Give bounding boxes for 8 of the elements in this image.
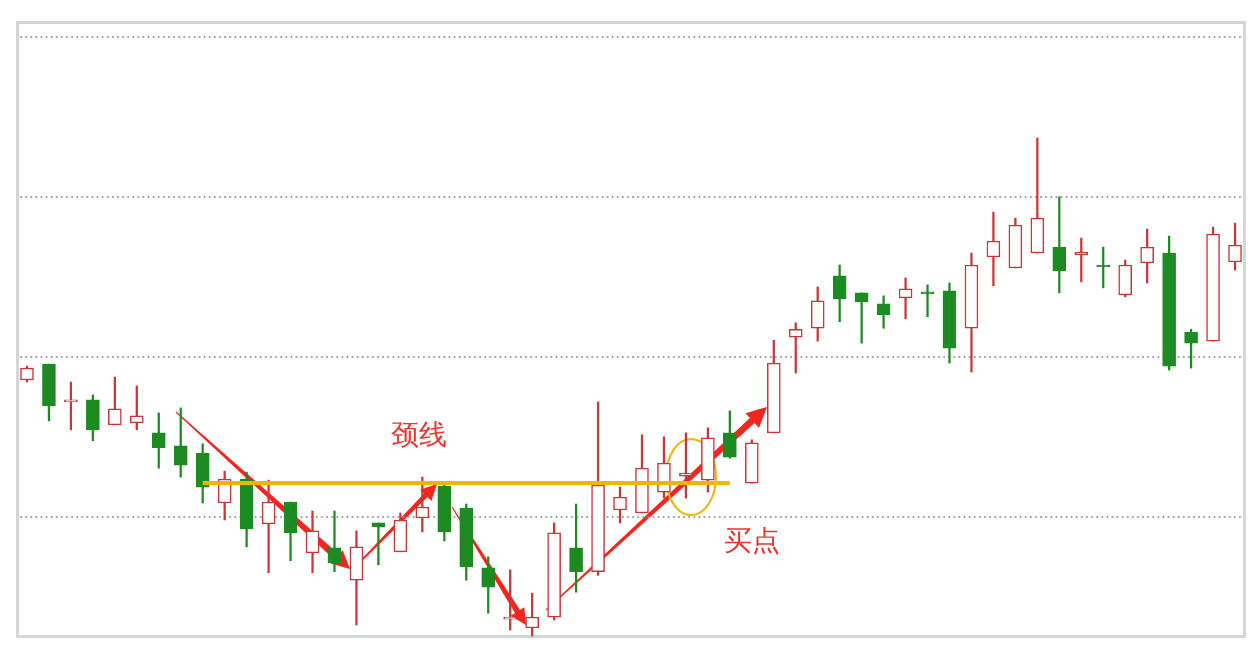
series-label: 颈线 bbox=[390, 418, 447, 452]
candlestick bbox=[371, 522, 386, 566]
candlestick bbox=[854, 292, 869, 344]
candlestick bbox=[986, 211, 1001, 287]
candlestick bbox=[898, 277, 913, 320]
annotation: 买点 bbox=[723, 524, 780, 558]
candlestick bbox=[327, 510, 342, 573]
candlestick bbox=[261, 479, 276, 574]
